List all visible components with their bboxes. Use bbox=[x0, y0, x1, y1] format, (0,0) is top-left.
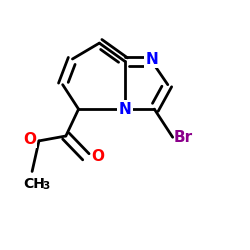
Text: Br: Br bbox=[174, 130, 193, 145]
Text: N: N bbox=[119, 102, 132, 116]
Text: CH: CH bbox=[24, 177, 46, 191]
Text: 3: 3 bbox=[42, 181, 50, 191]
Text: O: O bbox=[24, 132, 36, 147]
Text: N: N bbox=[146, 52, 158, 66]
Text: O: O bbox=[91, 149, 104, 164]
